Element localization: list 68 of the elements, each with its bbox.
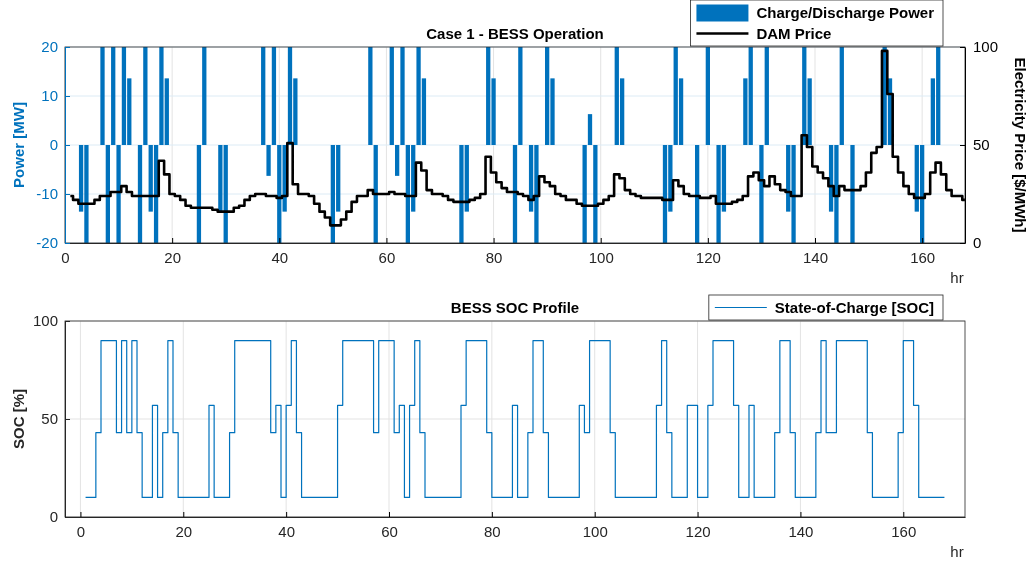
x-tick-label: 40 <box>278 522 295 540</box>
bar <box>807 78 812 145</box>
bar <box>695 145 700 243</box>
bar <box>196 145 202 243</box>
bar <box>373 145 378 243</box>
y-axis-title: Power [MW] <box>10 102 27 188</box>
bar <box>121 47 127 145</box>
bar <box>593 145 598 243</box>
bar <box>518 47 523 145</box>
bar <box>850 145 855 243</box>
bar <box>582 145 587 243</box>
bar <box>271 47 277 145</box>
x-tick-label: 120 <box>685 522 711 540</box>
bar <box>839 47 844 145</box>
y-tick-label: -20 <box>36 234 58 252</box>
bar <box>389 47 394 145</box>
x-tick-label: 60 <box>381 522 398 540</box>
bar <box>587 114 593 145</box>
bar <box>759 145 764 243</box>
x-tick-label: 100 <box>582 522 608 540</box>
bar <box>105 145 110 243</box>
x-tick-label: 80 <box>484 522 501 540</box>
x-tick-label: 0 <box>61 248 70 266</box>
y2-tick-label: 100 <box>973 38 999 56</box>
bar <box>705 47 710 145</box>
bar <box>512 145 518 243</box>
bar <box>368 47 373 145</box>
bar <box>764 47 769 145</box>
y-tick-label: 0 <box>49 136 58 154</box>
y2-tick-label: 0 <box>973 234 982 252</box>
chart-title: Case 1 - BESS Operation <box>426 25 604 42</box>
x-tick-label: 60 <box>378 248 396 266</box>
x-axis-title: hr <box>950 543 964 560</box>
x-tick-label: 40 <box>271 248 289 266</box>
bar <box>261 47 266 145</box>
x-tick-label: 160 <box>891 522 917 540</box>
x-tick-label: 140 <box>788 522 814 540</box>
x-tick-label: 20 <box>164 248 181 266</box>
bar <box>137 145 143 243</box>
y-tick-label: 0 <box>49 508 58 526</box>
x-tick-label: 100 <box>588 248 614 266</box>
y-axis-title: SOC [%] <box>10 389 27 449</box>
y-tick-label: 100 <box>32 312 58 330</box>
bar <box>116 145 121 243</box>
bar <box>202 47 207 145</box>
x-tick-label: 0 <box>76 522 86 540</box>
bar <box>111 47 116 145</box>
chart-title: BESS SOC Profile <box>450 299 580 316</box>
x-tick-label: 20 <box>175 522 193 540</box>
y-tick-label: 20 <box>41 38 58 56</box>
y-tick-label: 50 <box>41 410 58 428</box>
x-tick-label: 140 <box>802 248 829 266</box>
legend-label: Charge/Discharge Power <box>756 3 935 21</box>
bar <box>266 145 271 176</box>
y2-tick-label: 50 <box>973 136 990 154</box>
x-tick-label: 80 <box>485 248 503 266</box>
x-axis-title: hr <box>950 269 964 286</box>
bar <box>400 47 405 145</box>
x-tick-label: 160 <box>910 248 936 266</box>
legend-label: State-of-Charge [SOC] <box>774 298 934 316</box>
bar <box>395 145 400 176</box>
x-tick-label: 120 <box>695 248 721 266</box>
y-tick-label: 10 <box>41 87 58 105</box>
legend-label: DAM Price <box>756 24 832 42</box>
y2-axis-title: Electricity Price [$/MWh] <box>1012 57 1027 233</box>
bar <box>100 47 105 145</box>
bar <box>143 47 148 145</box>
y-tick-label: -10 <box>36 185 58 203</box>
